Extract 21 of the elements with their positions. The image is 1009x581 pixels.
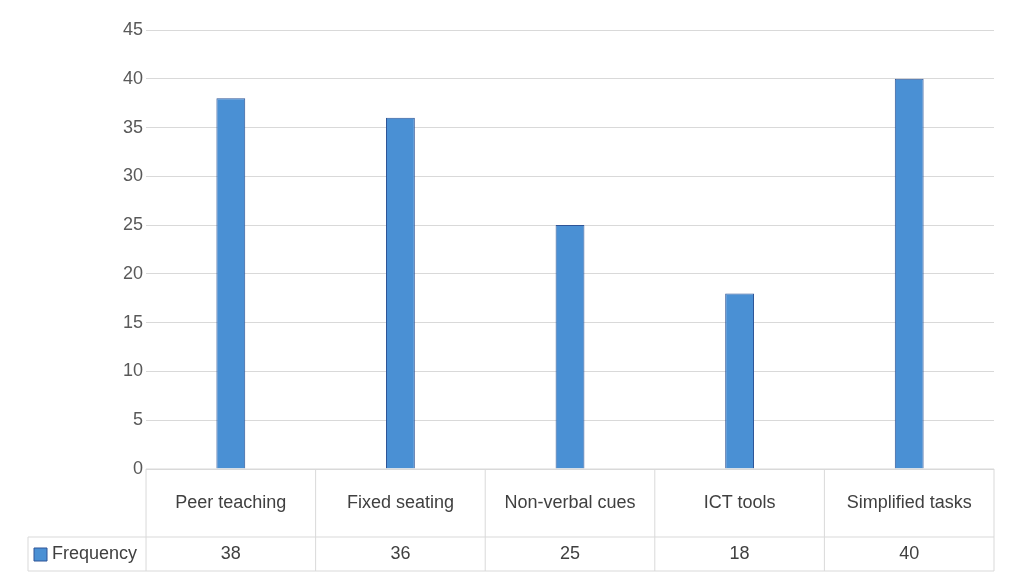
y-tick-label: 30 xyxy=(122,165,144,186)
x-tick-label: ICT tools xyxy=(703,491,776,512)
y-tick-label: 35 xyxy=(122,116,144,137)
y-tick-label: 25 xyxy=(122,214,144,235)
data-label: 36 xyxy=(390,542,411,563)
y-tick-label: 20 xyxy=(122,262,144,283)
y-tick-label: 40 xyxy=(122,67,144,88)
data-label: 40 xyxy=(899,542,920,563)
data-label: 38 xyxy=(220,542,241,563)
y-tick-label: 45 xyxy=(122,18,144,39)
data-label: 18 xyxy=(729,542,750,563)
y-tick-label: 10 xyxy=(122,360,144,381)
y-tick-label: 5 xyxy=(133,409,144,430)
data-label: 25 xyxy=(560,542,581,563)
y-tick-label: 15 xyxy=(122,311,144,332)
x-tick-label: Fixed seating xyxy=(346,491,454,512)
legend-label: Frequency xyxy=(52,542,138,563)
x-tick-label: Simplified tasks xyxy=(846,491,972,512)
x-tick-label: Non-verbal cues xyxy=(504,491,636,512)
x-tick-label: Peer teaching xyxy=(175,491,287,512)
y-tick-label: 0 xyxy=(133,457,144,478)
